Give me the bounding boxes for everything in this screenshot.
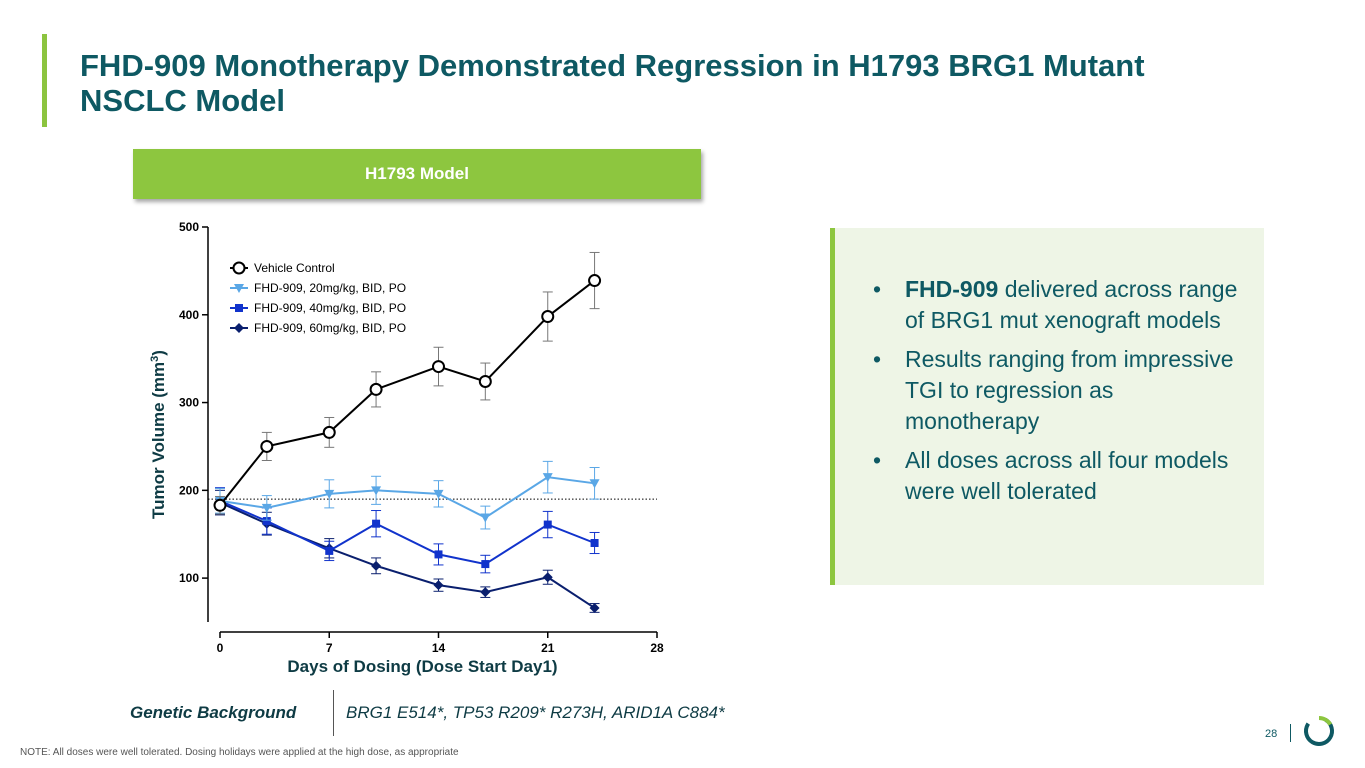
x-tick-label: 14	[432, 641, 446, 655]
bullet-item-2: • Results ranging from impressive TGI to…	[873, 344, 1244, 437]
data-point	[372, 519, 381, 528]
data-point	[478, 374, 492, 388]
bullet-marker: •	[873, 447, 882, 473]
legend-label: Vehicle Control	[254, 261, 335, 275]
data-point	[481, 560, 490, 569]
legend-label: FHD-909, 40mg/kg, BID, PO	[254, 301, 406, 315]
footnote: NOTE: All doses were well tolerated. Dos…	[20, 747, 459, 758]
bullet-text: All doses across all four models were we…	[905, 447, 1229, 504]
series-vehicle-control	[213, 251, 602, 515]
series-line	[219, 501, 596, 609]
bullet-item-1: • FHD-909 delivered across range of BRG1…	[873, 274, 1244, 336]
data-point	[235, 304, 243, 312]
page-number: 28	[1265, 728, 1278, 740]
series-line	[219, 476, 595, 519]
y-axis-title: Tumor Volume (mm3)	[149, 350, 168, 519]
x-tick-label: 7	[326, 641, 333, 655]
data-point	[261, 503, 272, 513]
series-line	[219, 499, 595, 566]
data-point	[322, 425, 336, 439]
data-point	[434, 550, 443, 559]
data-point	[371, 486, 382, 496]
x-tick-label: 0	[217, 641, 224, 655]
y-tick-label: 200	[179, 483, 199, 497]
data-point	[232, 261, 246, 275]
data-point	[588, 274, 602, 288]
data-point	[213, 498, 227, 512]
tumor-volume-chart: 100 200 300 400 500 0 7 14 21 28 Days of Dosing (D…	[149, 220, 664, 676]
bullet-bold-text: FHD-909	[905, 276, 999, 302]
y-tick-label: 500	[179, 220, 199, 234]
bullet-item-3: • All doses across all four models were …	[873, 445, 1244, 507]
info-panel: • FHD-909 delivered across range of BRG1…	[830, 228, 1264, 585]
data-point	[541, 310, 555, 324]
data-point	[433, 580, 444, 591]
page-number-separator	[1290, 724, 1291, 742]
data-point	[234, 284, 244, 293]
legend-label: FHD-909, 20mg/kg, BID, PO	[254, 281, 406, 295]
genetic-background-label: Genetic Background	[130, 703, 297, 722]
y-axis-title-close: )	[149, 350, 168, 356]
genetic-divider	[333, 690, 334, 736]
page-title: FHD-909 Monotherapy Demonstrated Regress…	[80, 48, 1145, 118]
y-tick-label: 400	[179, 308, 199, 322]
data-point	[480, 513, 491, 523]
title-accent-bar	[42, 34, 47, 127]
data-point	[260, 439, 274, 453]
series-fhd-909-20mg-kg-bid-po	[215, 460, 600, 530]
data-point	[234, 323, 244, 333]
y-axis-title-main: Tumor Volume (mm	[149, 362, 168, 519]
data-point	[589, 602, 600, 613]
y-axis-title-superscript: 3	[149, 356, 161, 362]
y-tick-label: 300	[179, 396, 199, 410]
data-point	[324, 489, 335, 499]
data-point	[480, 587, 491, 598]
x-tick-label: 21	[541, 641, 555, 655]
legend: Vehicle Control FHD-909, 20mg/kg, BID, PO…	[230, 261, 406, 335]
x-axis-title: Days of Dosing (Dose Start Day1)	[287, 657, 557, 676]
model-banner: H1793 Model	[133, 149, 701, 199]
data-point	[433, 489, 444, 499]
company-logo	[1304, 715, 1334, 746]
data-point	[369, 382, 383, 396]
bullet-marker: •	[873, 346, 882, 372]
x-tick-label: 28	[650, 641, 664, 655]
data-point	[325, 546, 334, 555]
bullet-marker: •	[873, 276, 882, 302]
genetic-background-value: BRG1 E514*, TP53 R209* R273H, ARID1A C88…	[346, 703, 725, 722]
y-tick-label: 100	[179, 571, 199, 585]
series-fhd-909-40mg-kg-bid-po	[215, 487, 600, 574]
bullet-text: delivered across range of BRG1 mut xenog…	[905, 276, 1238, 333]
series-line	[219, 279, 596, 506]
bullet-text: Results ranging from impressive TGI to r…	[905, 346, 1234, 434]
data-point	[589, 479, 600, 489]
bullet-list: • FHD-909 delivered across range of BRG1…	[835, 228, 1264, 507]
data-point	[590, 539, 599, 547]
data-point	[371, 560, 382, 571]
legend-label: FHD-909, 60mg/kg, BID, PO	[254, 321, 406, 335]
data-point	[432, 360, 445, 374]
data-point	[543, 520, 552, 529]
data-point	[542, 473, 553, 483]
series-fhd-909-60mg-kg-bid-po	[215, 489, 600, 613]
data-point	[542, 572, 553, 583]
data-point	[262, 517, 271, 526]
